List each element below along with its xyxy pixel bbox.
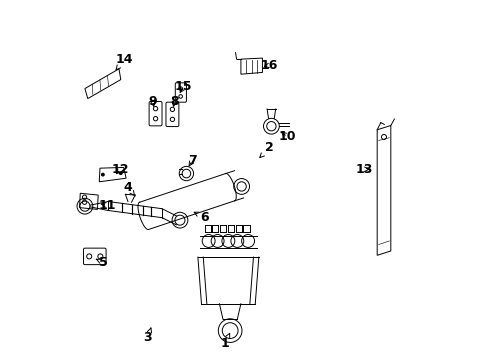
Text: 3: 3 — [143, 328, 152, 344]
Text: 15: 15 — [174, 80, 192, 93]
Circle shape — [119, 172, 122, 175]
Text: 5: 5 — [96, 256, 108, 269]
Text: 8: 8 — [170, 95, 179, 108]
Text: 13: 13 — [355, 163, 372, 176]
Text: 6: 6 — [194, 211, 209, 224]
Text: 2: 2 — [259, 141, 273, 158]
Text: 7: 7 — [188, 154, 197, 167]
Circle shape — [101, 173, 104, 176]
Text: 10: 10 — [278, 130, 296, 144]
Text: 12: 12 — [112, 163, 129, 176]
Text: 9: 9 — [148, 95, 157, 108]
Text: 11: 11 — [98, 199, 116, 212]
Text: 16: 16 — [261, 59, 278, 72]
Text: 4: 4 — [123, 181, 135, 196]
Text: 1: 1 — [220, 333, 229, 350]
Text: 14: 14 — [115, 53, 133, 70]
